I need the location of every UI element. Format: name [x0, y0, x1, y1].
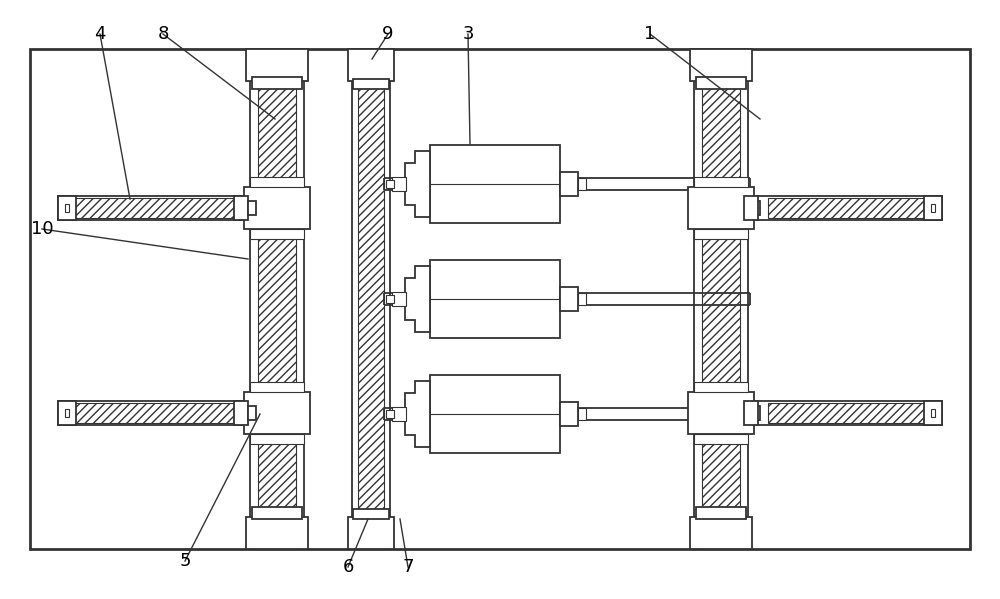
Bar	[386, 295, 394, 303]
Bar	[430, 145, 560, 223]
Bar	[392, 177, 406, 191]
Bar	[694, 177, 748, 187]
Bar	[578, 293, 586, 305]
Bar	[694, 49, 748, 549]
Bar	[694, 434, 748, 444]
Bar	[58, 401, 76, 425]
Bar	[560, 402, 578, 426]
Bar	[702, 49, 740, 549]
Bar	[58, 401, 248, 425]
Bar	[688, 392, 754, 434]
Text: 3: 3	[462, 25, 474, 43]
Bar	[392, 292, 406, 306]
Bar	[752, 401, 942, 425]
Bar	[348, 517, 394, 549]
Bar	[58, 196, 76, 220]
Bar	[252, 77, 302, 89]
Bar	[694, 229, 748, 239]
Bar	[244, 187, 310, 229]
Bar	[258, 49, 296, 549]
Bar	[752, 196, 942, 220]
Bar	[246, 517, 308, 549]
Text: 7: 7	[402, 558, 414, 576]
Text: 5: 5	[179, 552, 191, 570]
Bar	[694, 382, 748, 392]
Bar	[752, 406, 760, 420]
Bar	[931, 409, 935, 417]
Text: 9: 9	[382, 25, 394, 43]
Bar	[74, 403, 234, 423]
Bar	[250, 434, 304, 444]
Bar	[744, 401, 758, 425]
Bar	[560, 172, 578, 196]
Bar	[924, 196, 942, 220]
Text: 10: 10	[31, 220, 53, 238]
Bar	[924, 401, 942, 425]
Polygon shape	[405, 151, 430, 217]
Bar	[353, 509, 389, 519]
Bar	[768, 198, 928, 218]
Bar	[752, 201, 760, 215]
Bar	[696, 507, 746, 519]
Bar	[250, 49, 304, 549]
Bar	[358, 49, 384, 549]
Bar	[560, 287, 578, 311]
Bar	[348, 49, 394, 81]
Text: 6: 6	[342, 558, 354, 576]
Bar	[430, 260, 560, 338]
Bar	[244, 392, 310, 434]
Bar	[690, 49, 752, 81]
Bar	[690, 517, 752, 549]
Bar	[386, 180, 394, 188]
Polygon shape	[405, 266, 430, 332]
Bar	[74, 198, 234, 218]
Bar	[65, 409, 69, 417]
Bar	[696, 77, 746, 89]
Text: 4: 4	[94, 25, 106, 43]
Bar	[248, 406, 256, 420]
Bar	[30, 49, 970, 549]
Bar	[252, 507, 302, 519]
Text: 1: 1	[644, 25, 656, 43]
Bar	[688, 187, 754, 229]
Bar	[392, 407, 406, 421]
Bar	[430, 375, 560, 453]
Bar	[352, 49, 390, 549]
Polygon shape	[405, 381, 430, 447]
Bar	[234, 196, 248, 220]
Bar	[386, 410, 394, 418]
Bar	[578, 408, 586, 420]
Bar	[578, 178, 586, 190]
Bar	[250, 177, 304, 187]
Bar	[246, 49, 308, 81]
Bar	[234, 401, 248, 425]
Bar	[768, 403, 928, 423]
Bar	[250, 229, 304, 239]
Bar	[65, 204, 69, 212]
Bar	[248, 201, 256, 215]
Bar	[250, 382, 304, 392]
Bar	[58, 196, 248, 220]
Bar	[931, 204, 935, 212]
Bar	[744, 196, 758, 220]
Bar	[353, 79, 389, 89]
Text: 8: 8	[157, 25, 169, 43]
